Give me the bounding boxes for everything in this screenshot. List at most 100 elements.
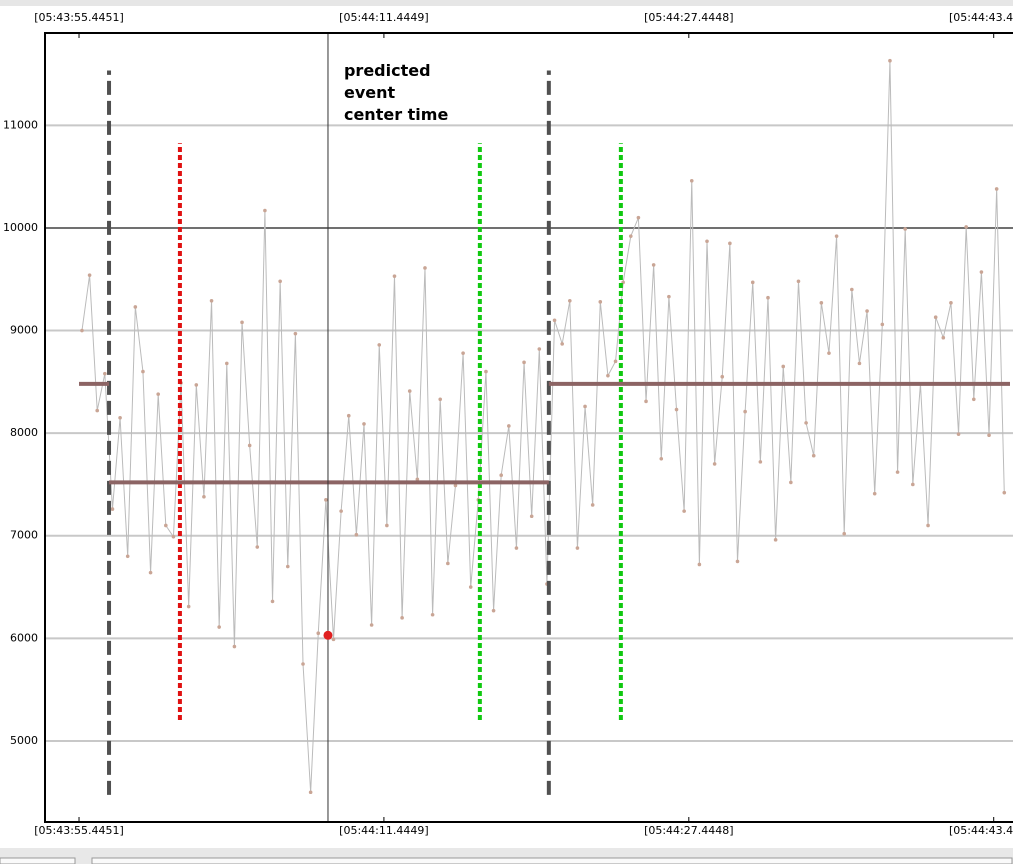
data-point bbox=[400, 616, 404, 620]
data-point bbox=[484, 369, 488, 374]
data-point bbox=[834, 234, 839, 238]
data-point bbox=[499, 473, 504, 478]
data-point bbox=[301, 662, 305, 666]
data-point bbox=[148, 570, 153, 575]
data-point bbox=[392, 274, 397, 278]
data-point bbox=[339, 509, 343, 513]
data-point bbox=[819, 301, 824, 305]
data-point bbox=[636, 215, 641, 220]
scroll-track[interactable] bbox=[91, 857, 1013, 864]
data-point bbox=[667, 294, 671, 299]
data-point bbox=[125, 554, 130, 559]
data-point bbox=[255, 545, 260, 549]
data-point bbox=[880, 322, 885, 327]
data-point bbox=[781, 364, 786, 369]
data-point bbox=[789, 480, 793, 485]
data-point bbox=[133, 305, 138, 309]
center-point bbox=[323, 630, 333, 640]
data-point bbox=[453, 483, 458, 488]
data-point bbox=[209, 298, 214, 303]
data-point bbox=[186, 604, 191, 609]
data-point bbox=[575, 546, 580, 550]
data-point bbox=[110, 507, 115, 511]
data-point bbox=[331, 637, 336, 642]
data-point bbox=[164, 523, 168, 528]
data-point bbox=[522, 360, 526, 365]
data-point bbox=[285, 564, 290, 569]
data-point bbox=[644, 399, 648, 404]
data-point bbox=[430, 612, 435, 617]
data-line bbox=[81, 60, 1005, 793]
x-tick-label-bottom: [05:44:11.4449] bbox=[339, 824, 428, 837]
data-point bbox=[766, 295, 770, 300]
data-point bbox=[720, 374, 725, 379]
x-tick-label-top: [05:44:11.4449] bbox=[339, 11, 428, 24]
data-point bbox=[461, 351, 465, 355]
data-point bbox=[956, 432, 961, 436]
data-point bbox=[590, 503, 595, 507]
annotation: predicted event center time bbox=[344, 61, 448, 124]
data-point bbox=[850, 287, 854, 292]
data-point bbox=[613, 359, 618, 364]
x-tick-label-top: [05:44:27.4448] bbox=[644, 11, 733, 24]
scroll-left[interactable] bbox=[0, 857, 76, 864]
data-point bbox=[735, 559, 740, 564]
data-point bbox=[796, 279, 801, 284]
data-point bbox=[156, 392, 160, 396]
data-point bbox=[194, 383, 199, 387]
data-point bbox=[903, 227, 907, 231]
data-point bbox=[705, 239, 709, 244]
y-tick-label: 7000 bbox=[10, 529, 38, 542]
data-point bbox=[804, 421, 808, 425]
data-point bbox=[103, 371, 107, 376]
data-point bbox=[293, 331, 298, 336]
data-point bbox=[659, 456, 664, 461]
plot-frame bbox=[44, 32, 1013, 823]
data-point bbox=[95, 408, 100, 413]
data-point bbox=[377, 343, 382, 347]
data-point bbox=[491, 608, 496, 613]
data-point bbox=[171, 534, 176, 539]
data-point bbox=[385, 523, 389, 528]
data-point bbox=[964, 225, 968, 229]
x-tick-label-bottom: [05:44:43.4447] bbox=[949, 824, 1013, 837]
data-point bbox=[560, 342, 564, 346]
data-point bbox=[987, 433, 991, 437]
data-point bbox=[247, 443, 252, 448]
data-point bbox=[651, 263, 656, 267]
x-tick-label-top: [05:43:55.4451] bbox=[34, 11, 123, 24]
data-point bbox=[674, 407, 679, 412]
data-point bbox=[971, 397, 976, 402]
y-tick-label: 6000 bbox=[10, 631, 38, 644]
data-point bbox=[712, 462, 717, 466]
data-point bbox=[407, 389, 412, 393]
data-point bbox=[202, 494, 206, 499]
data-point bbox=[895, 470, 900, 474]
data-point bbox=[270, 599, 275, 604]
data-point bbox=[979, 270, 984, 274]
x-tick-label-bottom: [05:43:55.4451] bbox=[34, 824, 123, 837]
data-point bbox=[308, 790, 313, 795]
y-tick-label: 5000 bbox=[10, 734, 38, 747]
x-tick-label-top: [05:44:43.4447] bbox=[949, 11, 1013, 24]
data-point bbox=[263, 208, 267, 213]
data-point bbox=[842, 531, 847, 536]
top-strip bbox=[0, 0, 1013, 6]
y-tick-label: 10000 bbox=[3, 221, 38, 234]
data-point bbox=[827, 351, 831, 355]
data-point bbox=[423, 266, 427, 270]
data-point bbox=[583, 404, 587, 409]
data-point bbox=[529, 514, 534, 519]
data-point bbox=[568, 298, 572, 303]
data-point bbox=[933, 315, 938, 320]
data-point bbox=[888, 58, 892, 63]
y-tick-label: 9000 bbox=[10, 324, 38, 337]
data-point bbox=[758, 460, 763, 464]
y-tick-label: 11000 bbox=[3, 118, 38, 131]
data-point bbox=[446, 561, 450, 566]
data-point bbox=[606, 373, 610, 378]
data-point bbox=[949, 301, 953, 305]
data-point bbox=[80, 328, 84, 333]
